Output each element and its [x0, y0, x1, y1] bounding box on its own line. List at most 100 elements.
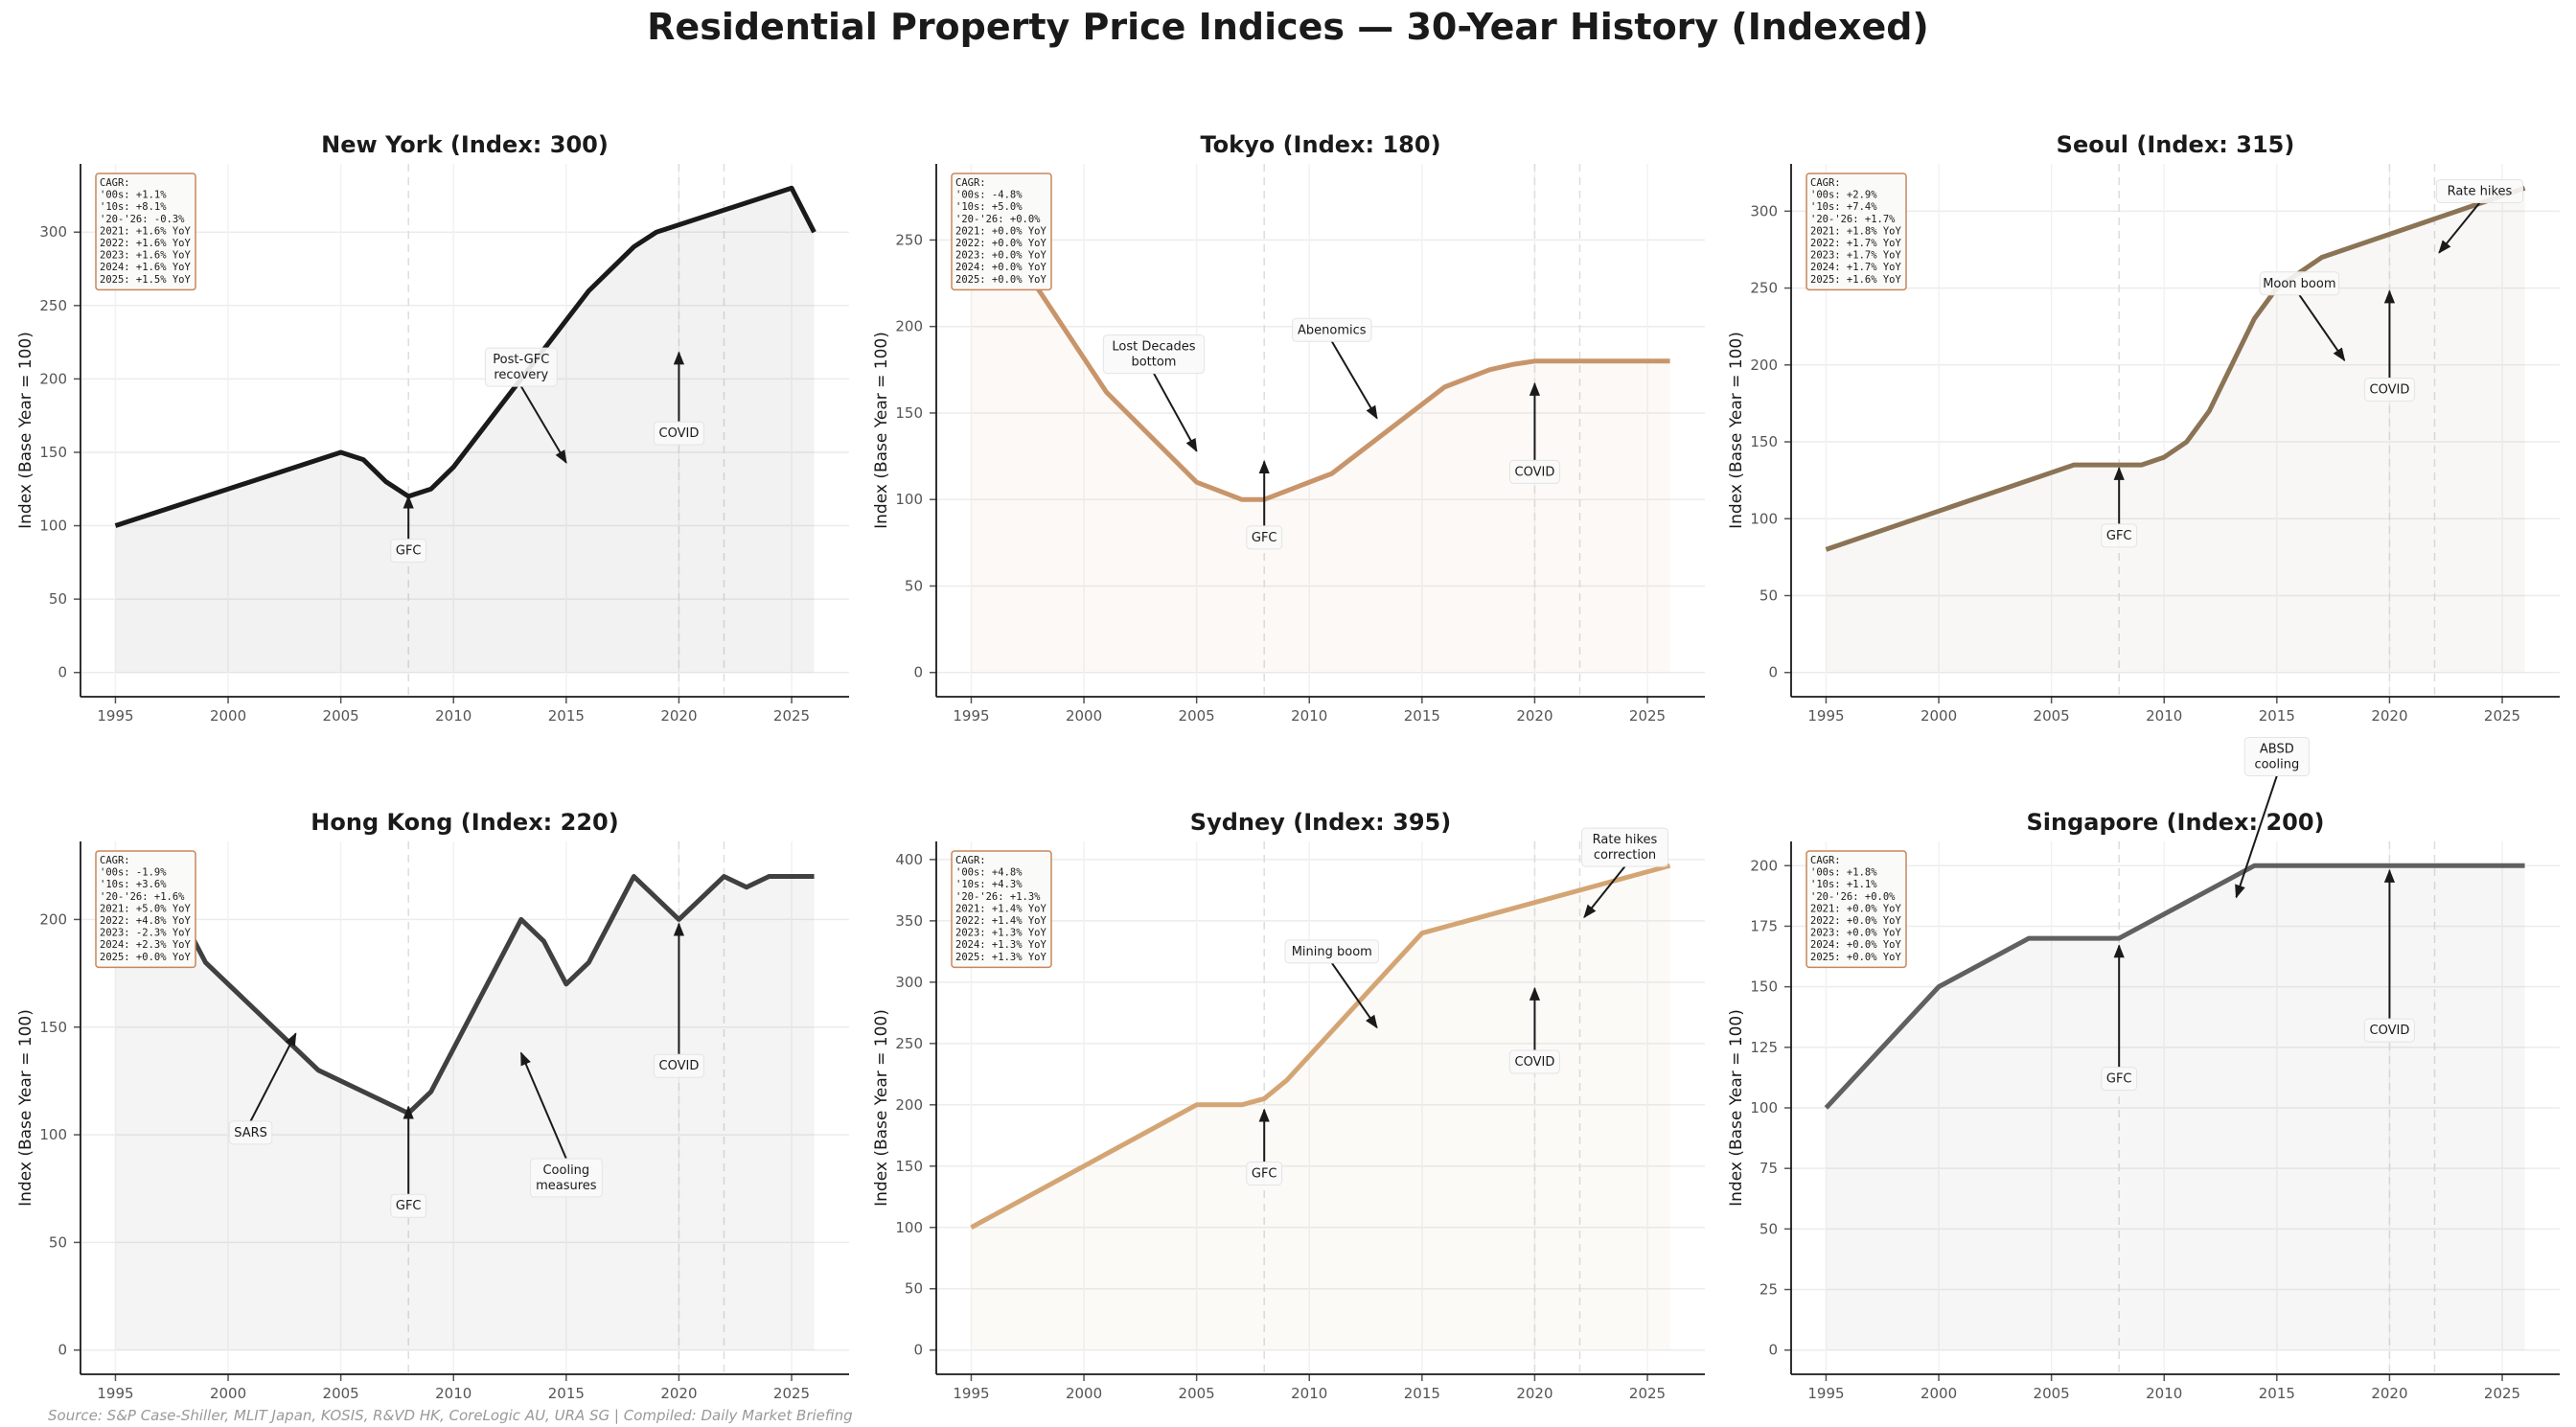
annotation-label: Rate hikes correction — [1593, 833, 1658, 863]
annotation-box — [484, 347, 558, 387]
y-tick-label: 300 — [895, 974, 923, 991]
panel-title: Sydney (Index: 395) — [1190, 809, 1451, 836]
y-tick-label: 150 — [39, 444, 67, 461]
annotation-box — [2243, 737, 2310, 777]
cagr-line: 2022: +1.6% YoY — [100, 238, 192, 249]
x-tick-label: 2010 — [2146, 1385, 2182, 1402]
x-tick-label: 2020 — [2371, 1385, 2407, 1402]
series-area — [971, 188, 1670, 673]
y-tick-label: 50 — [905, 577, 923, 594]
annotation-label-line: Post-GFC — [493, 353, 549, 367]
annotation-label: GFC — [2106, 1072, 2132, 1087]
x-tick-label: 2025 — [773, 707, 810, 725]
y-tick-label: 0 — [58, 664, 67, 681]
x-tick-label: 1995 — [1807, 707, 1844, 725]
annotation-label: COVID — [1515, 465, 1555, 479]
panel-title: Singapore (Index: 200) — [2026, 809, 2324, 836]
cagr-line: CAGR: — [1810, 855, 1841, 866]
cagr-line: '00s: +2.9% — [1810, 190, 1877, 201]
cagr-line: 2022: +0.0% YoY — [1810, 915, 1902, 927]
annotation-arrow — [519, 1051, 567, 1160]
x-tick-label: 1995 — [953, 1385, 989, 1402]
y-tick-label: 200 — [1750, 857, 1778, 874]
cagr-line: '20-'26: +0.0% — [955, 214, 1041, 225]
annotation-arrow — [2298, 294, 2346, 362]
y-axis-label: Index (Base Year = 100) — [16, 1009, 35, 1207]
cagr-line: 2024: +1.6% YoY — [100, 262, 192, 273]
panel-title: Hong Kong (Index: 220) — [310, 809, 618, 836]
cagr-line: 2023: +0.0% YoY — [955, 250, 1047, 262]
x-tick-label: 2015 — [1404, 1385, 1440, 1402]
y-tick-label: 50 — [1760, 587, 1778, 604]
annotation-arrow — [2438, 201, 2481, 254]
y-tick-label: 25 — [1760, 1281, 1778, 1299]
annotation-box — [2101, 523, 2138, 548]
y-tick-label: 0 — [58, 1342, 67, 1359]
cagr-box — [95, 173, 196, 291]
cagr-line: 2021: +0.0% YoY — [955, 225, 1047, 237]
cagr-line: '10s: +5.0% — [955, 201, 1023, 213]
annotation-box — [1508, 459, 1560, 484]
cagr-line: 2025: +0.0% YoY — [100, 952, 192, 963]
panel-3: Hong Kong (Index: 220) Index (Base Year =… — [16, 809, 849, 1402]
annotation-arrow — [1583, 865, 1626, 919]
annotation-arrow — [519, 385, 567, 464]
annotation-label: ABSD cooling — [2254, 743, 2299, 772]
y-tick-label: 300 — [39, 223, 67, 241]
cagr-line: 2025: +0.0% YoY — [955, 274, 1047, 286]
panel-1: Tokyo (Index: 180) Index (Base Year = 100… — [872, 131, 1705, 725]
annotation-box — [390, 1193, 427, 1218]
cagr-line: 2023: +1.7% YoY — [1810, 250, 1902, 262]
cagr-line: '00s: -4.8% — [955, 190, 1023, 201]
annotation-box — [1102, 334, 1206, 375]
x-tick-label: 2005 — [1179, 707, 1215, 725]
y-tick-label: 150 — [1750, 433, 1778, 450]
cagr-line: 2024: +1.7% YoY — [1810, 262, 1902, 273]
annotation-arrow — [2235, 775, 2278, 899]
cagr-line: 2024: +0.0% YoY — [1810, 939, 1902, 951]
cagr-line: 2023: +1.6% YoY — [100, 250, 192, 262]
x-tick-label: 2025 — [773, 1385, 810, 1402]
annotation-label-line: bottom — [1131, 356, 1176, 370]
x-tick-label: 2010 — [2146, 707, 2182, 725]
annotation-box — [228, 1120, 273, 1145]
series-area — [1826, 865, 2525, 1350]
x-tick-label: 2000 — [1920, 707, 1957, 725]
x-tick-label: 2015 — [548, 1385, 585, 1402]
annotation-label: Rate hikes — [2448, 184, 2513, 198]
cagr-line: '00s: -1.9% — [100, 867, 167, 879]
cagr-line: '20-'26: +1.6% — [100, 891, 185, 903]
y-tick-label: 50 — [1760, 1220, 1778, 1237]
cagr-line: 2023: +1.3% YoY — [955, 928, 1047, 939]
y-tick-label: 200 — [39, 370, 67, 387]
series-area — [115, 188, 815, 673]
y-tick-label: 100 — [1750, 510, 1778, 527]
y-tick-label: 400 — [895, 851, 923, 868]
cagr-line: '20-'26: +0.0% — [1810, 891, 1896, 903]
annotation-label: GFC — [2106, 529, 2132, 543]
cagr-line: 2021: +1.6% YoY — [100, 225, 192, 237]
y-tick-label: 100 — [39, 518, 67, 535]
cagr-box — [951, 173, 1052, 291]
x-tick-label: 2005 — [323, 1385, 359, 1402]
annotation-box — [1581, 827, 1669, 867]
annotation-label-line: cooling — [2254, 758, 2299, 772]
cagr-line: 2024: +1.3% YoY — [955, 939, 1047, 951]
cagr-line: 2023: -2.3% YoY — [100, 928, 192, 939]
annotation-box — [1284, 939, 1380, 964]
annotation-label-line: correction — [1594, 848, 1656, 863]
cagr-line: 2025: +1.3% YoY — [955, 952, 1047, 963]
x-tick-label: 2000 — [1066, 707, 1102, 725]
y-axis-label: Index (Base Year = 100) — [16, 332, 35, 529]
annotation-label-line: Lost Decades — [1112, 340, 1195, 355]
cagr-line: 2022: +1.4% YoY — [955, 915, 1047, 927]
cagr-line: '10s: +8.1% — [100, 201, 167, 213]
y-tick-label: 125 — [1750, 1039, 1778, 1056]
x-tick-label: 2010 — [1291, 1385, 1327, 1402]
y-tick-label: 100 — [895, 1219, 923, 1236]
x-tick-label: 2020 — [1516, 1385, 1552, 1402]
cagr-line: 2025: +1.6% YoY — [1810, 274, 1902, 286]
cagr-line: '20-'26: +1.3% — [955, 891, 1041, 903]
y-tick-label: 300 — [1750, 202, 1778, 219]
